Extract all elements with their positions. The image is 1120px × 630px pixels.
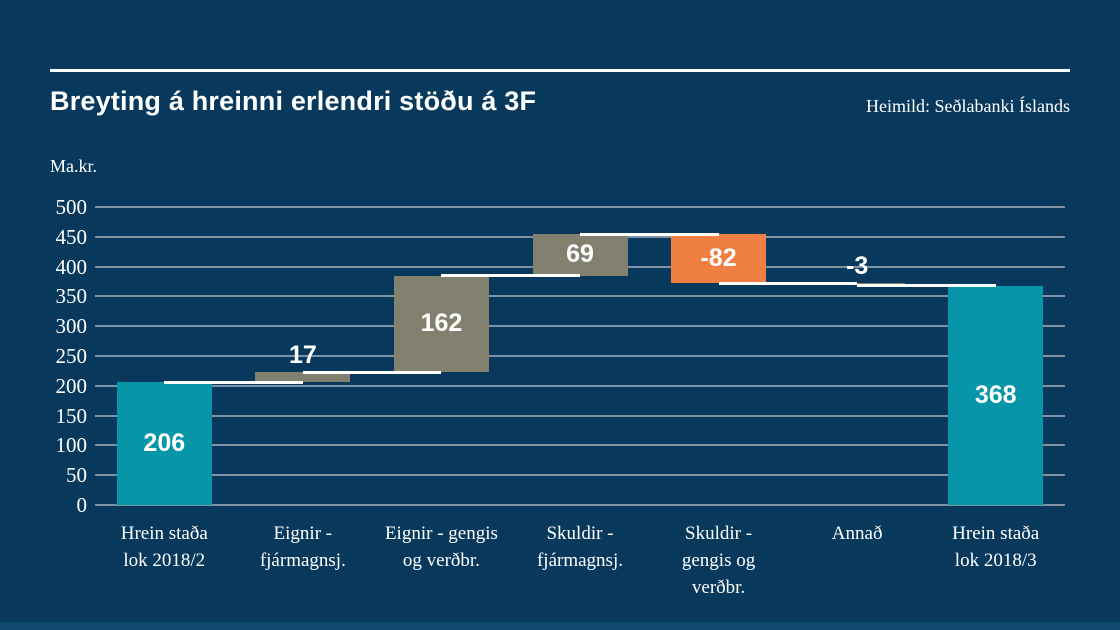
- y-axis-tick-label: 300: [55, 314, 88, 339]
- x-axis-label-line: Hrein staða: [952, 523, 1040, 544]
- x-axis-label-line: lok 2018/2: [123, 550, 206, 571]
- gridline: [95, 504, 1065, 506]
- x-axis-label: Hrein staða lok 2018/3: [921, 520, 1070, 574]
- y-axis-tick-label: 150: [55, 403, 88, 428]
- x-axis-label: Hrein staða lok 2018/2: [90, 520, 239, 574]
- y-axis-tick-label: 100: [55, 433, 88, 458]
- connector-line: [857, 283, 996, 287]
- source-attribution: Heimild: Seðlabanki Íslands: [866, 96, 1070, 116]
- x-axis-label-line: Eignir -: [273, 523, 333, 544]
- x-axis-label: Annað: [783, 520, 932, 547]
- bar-value-label: 17: [288, 341, 317, 370]
- bar-value-label: 69: [566, 240, 594, 269]
- bar-value-label: -3: [846, 252, 869, 281]
- gridline: [95, 474, 1065, 477]
- gridline: [95, 206, 1065, 208]
- footer-strip: [0, 622, 1120, 630]
- bar-1: 206: [116, 382, 212, 505]
- x-axis-label: Eignir - gengis og verðbr.: [367, 520, 516, 574]
- y-axis-unit-label: Ma.kr.: [50, 156, 97, 176]
- connector-line: [441, 274, 580, 278]
- connector-line: [718, 281, 858, 285]
- connector-line: [164, 380, 303, 384]
- bar-value-label: 206: [143, 429, 186, 458]
- x-axis-label: Skuldir - gengis og verðbr.: [644, 520, 793, 601]
- bar-4: 69: [532, 234, 628, 276]
- x-axis-label-line: gengis og: [681, 550, 756, 571]
- y-axis-tick-label: 400: [55, 254, 88, 279]
- gridline: [95, 444, 1065, 447]
- y-axis-tick-label: 350: [55, 284, 88, 309]
- x-axis-label-line: Annað: [831, 523, 883, 544]
- x-axis-label-line: Skuldir -: [546, 523, 614, 544]
- bar-7: 368: [948, 285, 1044, 505]
- x-axis-label-line: Hrein staða: [120, 523, 208, 544]
- bar-5: -82: [671, 234, 767, 284]
- y-axis-tick-label: 50: [66, 463, 87, 488]
- y-axis-tick-label: 0: [76, 493, 88, 517]
- x-axis-label-line: Eignir - gengis: [384, 523, 498, 544]
- bar-value-label: 162: [420, 309, 463, 338]
- gridline: [95, 384, 1065, 387]
- x-axis-label-line: lok 2018/3: [954, 550, 1037, 571]
- y-axis-tick-label: 500: [55, 195, 88, 219]
- x-axis-label-line: verðbr.: [691, 577, 746, 598]
- y-axis-tick-label: 250: [55, 344, 88, 368]
- title-rule: [50, 69, 1070, 72]
- x-axis-label: Eignir - fjármagnsj.: [229, 520, 378, 574]
- connector-line: [580, 232, 719, 236]
- x-axis-label-line: fjármagnsj.: [536, 550, 623, 571]
- connector-line: [302, 370, 442, 374]
- bar-2: [255, 372, 351, 383]
- gridline: [95, 325, 1065, 328]
- x-axis-label-line: og verðbr.: [402, 550, 480, 571]
- y-axis-tick-label: 450: [55, 224, 88, 249]
- gridline: [95, 355, 1065, 357]
- chart-title: Breyting á hreinni erlendri stöðu á 3F: [50, 86, 537, 116]
- gridline: [95, 295, 1065, 298]
- y-axis-tick-label: 200: [55, 373, 88, 398]
- x-axis-label-line: fjármagnsj.: [259, 550, 346, 571]
- bar-3: 162: [393, 275, 489, 373]
- x-axis-label: Skuldir - fjármagnsj.: [506, 520, 655, 574]
- gridline: [95, 414, 1065, 417]
- bar-value-label: 368: [974, 380, 1017, 409]
- bar-value-label: -82: [700, 244, 737, 273]
- x-axis-label-line: Skuldir -: [685, 523, 753, 544]
